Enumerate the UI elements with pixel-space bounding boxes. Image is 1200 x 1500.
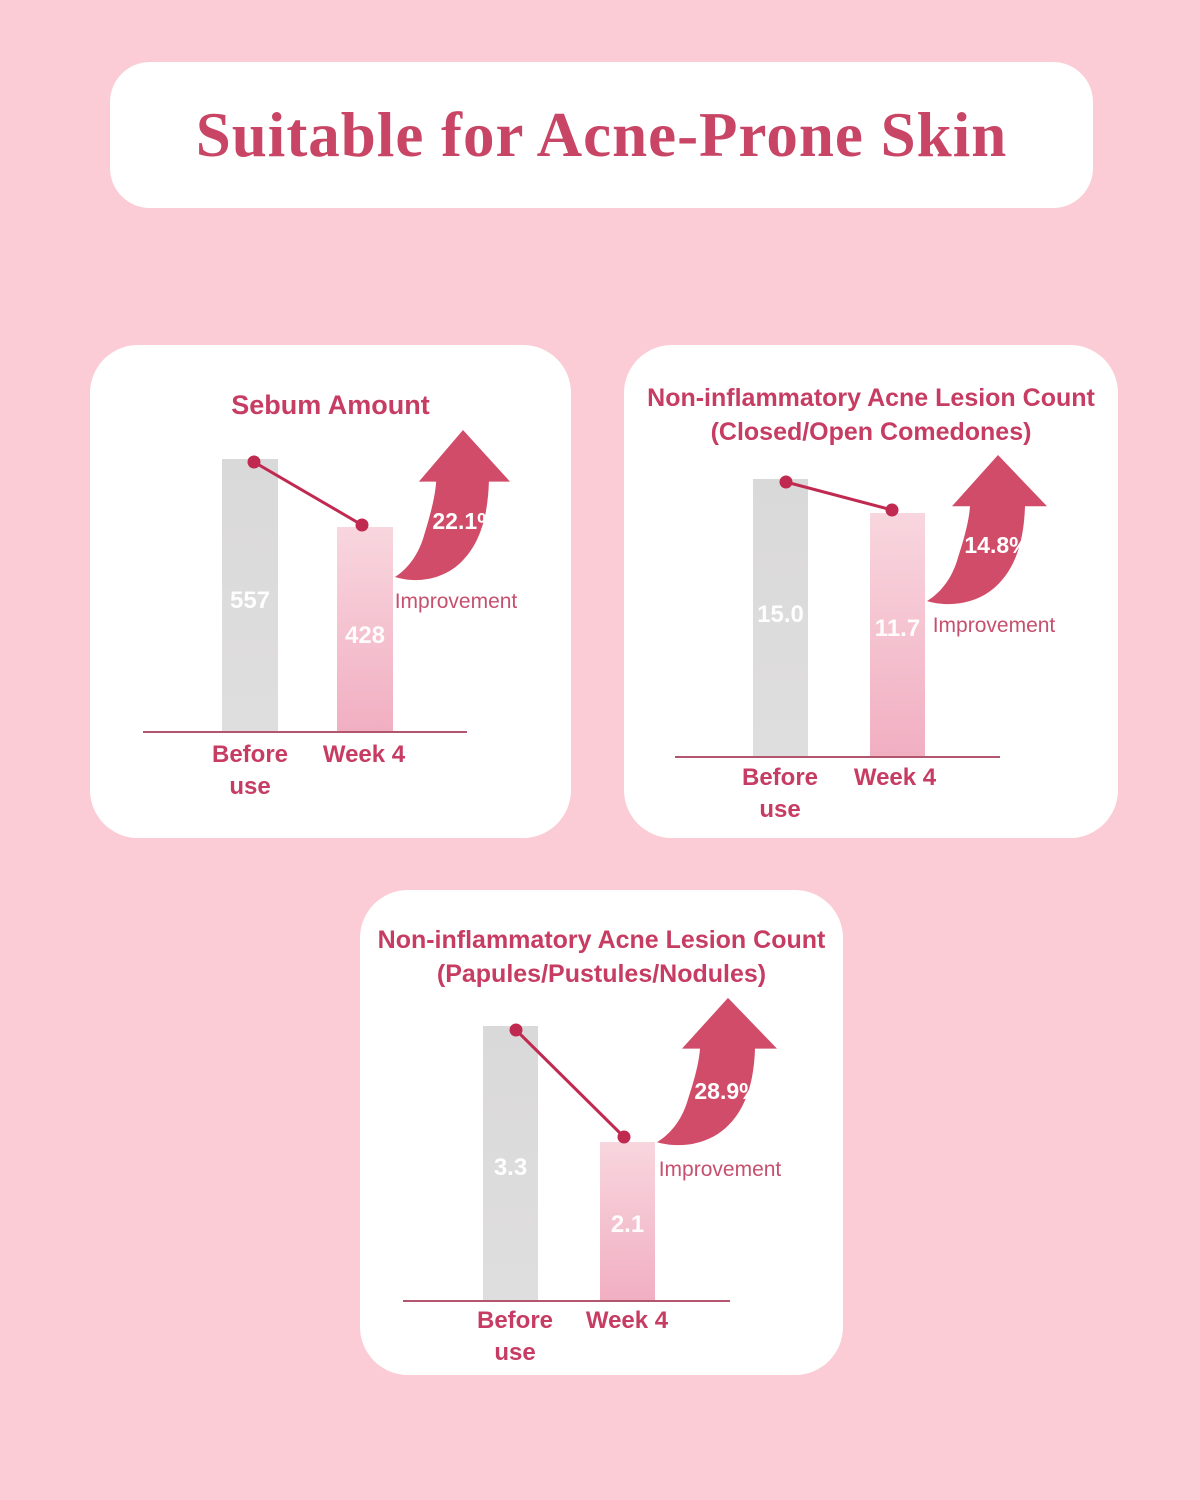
bar-value-label: 428 xyxy=(344,622,386,649)
improvement-arrow-icon xyxy=(657,997,777,1146)
data-point-dot xyxy=(247,455,261,469)
category-line: use xyxy=(229,773,271,800)
data-point-dot xyxy=(779,475,793,489)
chart-card-sebum-amount: Sebum Amount 557 428 22.1% Improvement B… xyxy=(90,345,571,838)
chart-card-comedones: Non-inflammatory Acne Lesion Count (Clos… xyxy=(624,345,1118,838)
category-line: Before xyxy=(741,764,819,791)
bar-before-use: 3.3 xyxy=(483,1026,538,1301)
category-line: Week 4 xyxy=(322,741,406,768)
chart-title-line: Non-inflammatory Acne Lesion Count xyxy=(647,384,1095,412)
bar-week4: 11.7 xyxy=(870,513,925,757)
bar-value-label: 557 xyxy=(229,587,271,614)
category-label-before-use: Before use xyxy=(190,739,310,803)
category-label-before-use: Before use xyxy=(455,1305,575,1369)
axis-line xyxy=(675,756,1000,758)
bar-before-use: 557 xyxy=(222,459,278,732)
bar-value-label: 3.3 xyxy=(493,1154,528,1181)
chart-title: Sebum Amount xyxy=(90,389,571,421)
header-card: Suitable for Acne-Prone Skin xyxy=(110,62,1093,208)
category-label-week4: Week 4 xyxy=(304,739,424,771)
chart-title: Non-inflammatory Acne Lesion Count (Clos… xyxy=(624,381,1118,449)
category-line: use xyxy=(759,796,801,823)
data-point-dot xyxy=(355,518,369,532)
chart-title-line: Sebum Amount xyxy=(231,390,430,420)
bar-before-use: 15.0 xyxy=(753,479,808,757)
data-point-dot xyxy=(617,1130,631,1144)
improvement-arrow-icon xyxy=(394,429,510,581)
improvement-percentage: 14.8% xyxy=(964,532,1030,558)
improvement-arrow-icon xyxy=(927,454,1047,605)
data-point-dot xyxy=(509,1023,523,1037)
improvement-percentage: 28.9% xyxy=(694,1078,760,1104)
category-line: Before xyxy=(211,741,289,768)
trend-line xyxy=(247,455,369,532)
axis-line xyxy=(403,1300,730,1302)
improvement-label: Improvement xyxy=(394,590,518,613)
bar-value-label: 15.0 xyxy=(757,601,804,628)
trend-line xyxy=(509,1023,631,1144)
category-label-week4: Week 4 xyxy=(835,762,955,794)
category-line: Week 4 xyxy=(853,764,937,791)
chart-title: Non-inflammatory Acne Lesion Count (Papu… xyxy=(360,923,843,991)
data-point-dot xyxy=(885,503,899,517)
improvement-percentage: 22.1% xyxy=(432,508,498,534)
chart-title-line: Non-inflammatory Acne Lesion Count xyxy=(377,926,826,954)
category-line: use xyxy=(494,1339,536,1366)
improvement-label: Improvement xyxy=(658,1158,782,1181)
trend-line xyxy=(779,475,899,517)
chart-title-line: (Closed/Open Comedones) xyxy=(710,418,1032,446)
bar-value-label: 11.7 xyxy=(874,615,921,642)
category-label-before-use: Before use xyxy=(720,762,840,826)
category-line: Before xyxy=(476,1307,554,1334)
improvement-label: Improvement xyxy=(932,614,1056,637)
chart-card-papules: Non-inflammatory Acne Lesion Count (Papu… xyxy=(360,890,843,1375)
category-line: Week 4 xyxy=(585,1307,669,1334)
bar-week4: 428 xyxy=(337,527,393,732)
bar-week4: 2.1 xyxy=(600,1142,655,1301)
page-title: Suitable for Acne-Prone Skin xyxy=(195,99,1008,170)
bar-value-label: 2.1 xyxy=(610,1211,645,1238)
category-label-week4: Week 4 xyxy=(567,1305,687,1337)
axis-line xyxy=(143,731,467,733)
chart-title-line: (Papules/Pustules/Nodules) xyxy=(436,960,767,988)
